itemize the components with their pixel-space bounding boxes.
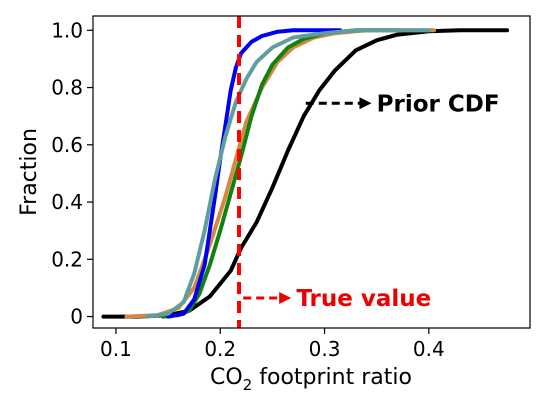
annotation-arrow-head bbox=[279, 291, 292, 304]
annotations: Prior CDF True value bbox=[243, 91, 500, 312]
y-axis-ticks: 0 0.2 0.4 0.6 0.8 1.0 bbox=[51, 18, 93, 329]
x-tick-label: 0.3 bbox=[309, 337, 341, 361]
x-tick-label: 0.2 bbox=[204, 337, 236, 361]
x-axis-label: CO2 footprint ratio bbox=[210, 365, 412, 394]
annotation-arrow-head bbox=[359, 97, 372, 110]
x-tick-label: 0.4 bbox=[413, 337, 445, 361]
y-tick-label: 1.0 bbox=[51, 18, 83, 42]
annotation-label: True value bbox=[296, 286, 431, 312]
y-tick-label: 0 bbox=[70, 305, 83, 329]
annotation-label: Prior CDF bbox=[377, 91, 500, 117]
plot-lines bbox=[101, 28, 510, 319]
y-tick-label: 0.8 bbox=[51, 76, 83, 100]
y-axis-label: Fraction bbox=[17, 128, 42, 216]
cdf-line-4 bbox=[166, 28, 343, 319]
cdf-line-5 bbox=[145, 28, 431, 319]
y-tick-label: 0.4 bbox=[51, 190, 83, 214]
y-tick-label: 0.2 bbox=[51, 247, 83, 271]
y-tick-label: 0.6 bbox=[51, 133, 83, 157]
plot-frame bbox=[92, 15, 531, 329]
x-tick-label: 0.1 bbox=[100, 337, 132, 361]
x-axis-ticks: 0.1 0.2 0.3 0.4 bbox=[100, 328, 445, 361]
cdf-line-1 bbox=[101, 28, 510, 319]
